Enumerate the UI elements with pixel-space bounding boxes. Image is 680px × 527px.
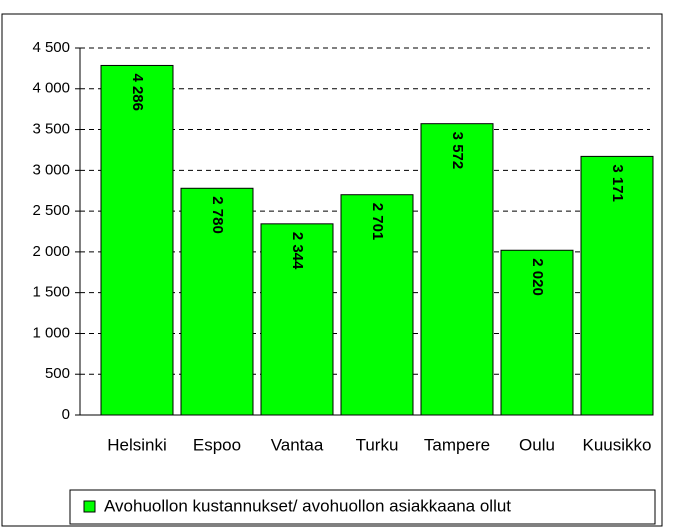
y-tick-label: 1 000 [32, 324, 70, 341]
value-label: 3 572 [449, 132, 466, 170]
legend-swatch [83, 500, 96, 513]
y-tick-label: 3 500 [32, 121, 70, 138]
y-tick-label: 4 000 [32, 80, 70, 97]
y-tick-label: 4 500 [32, 39, 70, 56]
y-tick-label: 1 500 [32, 284, 70, 301]
bar [580, 155, 654, 416]
value-label: 3 171 [609, 164, 626, 202]
y-tick-label: 0 [62, 406, 70, 423]
x-tick-label: Espoo [193, 435, 241, 454]
y-tick-label: 2 500 [32, 202, 70, 219]
x-tick-label: Vantaa [271, 435, 324, 454]
x-tick-label: Tampere [424, 435, 490, 454]
x-tick-label: Helsinki [107, 435, 167, 454]
value-label: 2 344 [289, 232, 306, 270]
value-label: 2 020 [529, 258, 546, 296]
bar [500, 249, 574, 416]
bar [100, 64, 174, 416]
bar [340, 194, 414, 416]
y-tick-label: 3 000 [32, 161, 70, 178]
x-tick-label: Kuusikko [583, 435, 652, 454]
x-tick-label: Oulu [519, 435, 555, 454]
legend-box [69, 489, 656, 525]
legend-label: Avohuollon kustannukset/ avohuollon asia… [104, 496, 511, 515]
value-label: 2 780 [209, 196, 226, 234]
y-tick-label: 500 [45, 365, 70, 382]
value-label: 4 286 [129, 73, 146, 111]
y-tick-label: 2 000 [32, 243, 70, 260]
bar [180, 187, 254, 416]
x-tick-label: Turku [356, 435, 399, 454]
value-label: 2 701 [369, 203, 386, 241]
